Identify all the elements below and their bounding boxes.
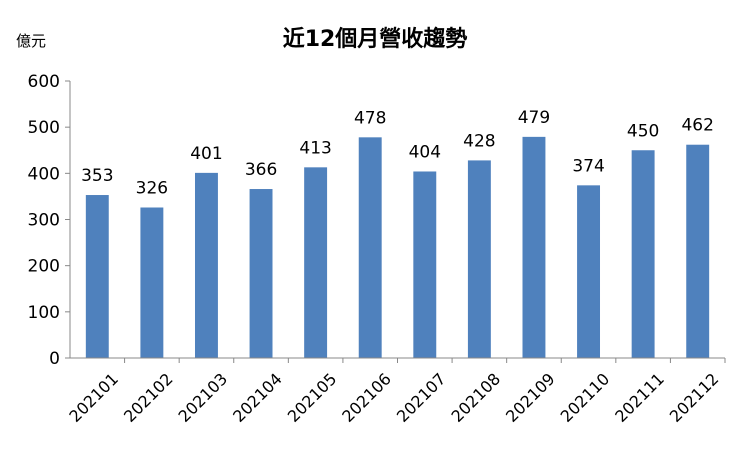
y-axis-ticks: 0 100 200 300 400 500 600 xyxy=(28,72,70,369)
data-label-202111: 450 xyxy=(627,121,659,141)
bar-202104 xyxy=(249,189,273,358)
y-axis-unit-label: 億元 xyxy=(16,32,46,50)
bar-202105 xyxy=(304,167,328,358)
bar-202107 xyxy=(413,171,437,358)
x-tick-label-202106: 202106 xyxy=(338,369,395,426)
y-tick-label: 0 xyxy=(49,349,60,369)
data-label-202106: 478 xyxy=(354,108,386,128)
x-tick-label-202101: 202101 xyxy=(65,369,122,426)
x-tick-label-202104: 202104 xyxy=(229,369,286,426)
data-label-202109: 479 xyxy=(518,108,550,128)
bar-202108 xyxy=(467,160,491,358)
bar-202102 xyxy=(140,207,164,358)
y-tick-label: 400 xyxy=(28,164,60,184)
x-tick-label-202112: 202112 xyxy=(666,369,723,426)
bar-202103 xyxy=(194,172,218,358)
x-tick-label-202108: 202108 xyxy=(447,369,504,426)
data-label-202103: 401 xyxy=(190,144,222,164)
data-label-202112: 462 xyxy=(681,116,713,136)
x-tick-label-202102: 202102 xyxy=(120,369,177,426)
data-label-202110: 374 xyxy=(572,156,604,176)
bar-202111 xyxy=(631,150,655,358)
data-label-202102: 326 xyxy=(136,178,168,198)
bar-202109 xyxy=(522,136,546,358)
y-tick-label: 300 xyxy=(28,211,60,231)
x-tick-label-202105: 202105 xyxy=(284,369,341,426)
x-tick-label-202103: 202103 xyxy=(175,369,232,426)
data-label-202101: 353 xyxy=(81,166,113,186)
y-tick-label: 600 xyxy=(28,72,60,92)
data-label-202105: 413 xyxy=(299,138,331,158)
x-tick-label-202109: 202109 xyxy=(502,369,559,426)
bar-202106 xyxy=(358,137,382,358)
chart-title: 近12個月營收趨勢 xyxy=(283,26,468,52)
bars xyxy=(85,136,710,358)
x-tick-label-202111: 202111 xyxy=(611,369,668,426)
bar-202110 xyxy=(577,185,601,358)
bar-202112 xyxy=(686,144,710,358)
x-axis-ticks: 2021012021022021032021042021052021062021… xyxy=(65,358,726,426)
data-label-202107: 404 xyxy=(409,142,441,162)
y-tick-label: 200 xyxy=(28,257,60,277)
y-tick-label: 100 xyxy=(28,303,60,323)
data-labels: 353 326 401 366 413 478 404 428 479 374 450 462 xyxy=(81,108,714,199)
bar-202101 xyxy=(85,195,109,358)
y-tick-label: 500 xyxy=(28,118,60,138)
x-tick-label-202110: 202110 xyxy=(557,369,614,426)
x-tick-label-202107: 202107 xyxy=(393,369,450,426)
data-label-202108: 428 xyxy=(463,131,495,151)
data-label-202104: 366 xyxy=(245,160,277,180)
